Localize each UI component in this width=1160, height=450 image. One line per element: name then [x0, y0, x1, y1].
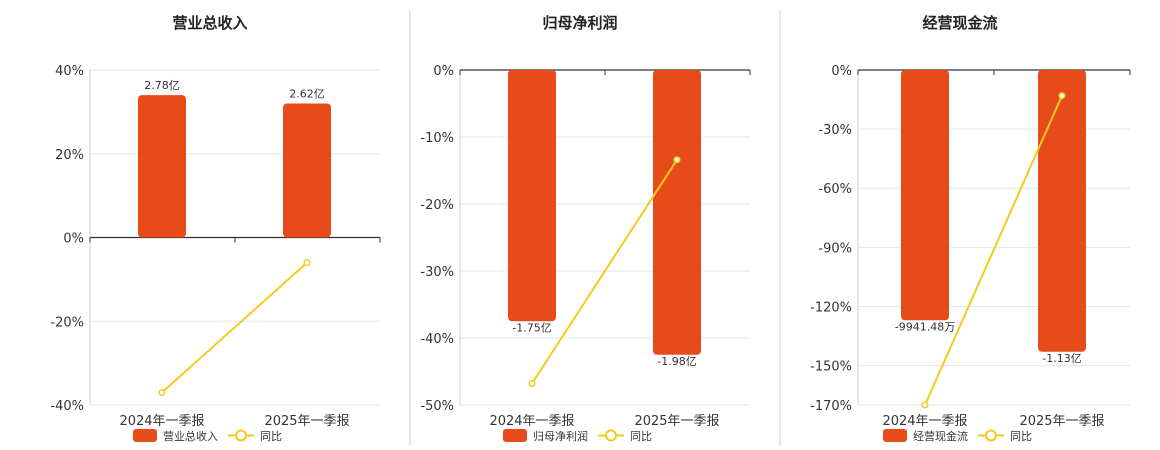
bar [138, 95, 186, 238]
bar-data-label: -1.75亿 [512, 321, 551, 334]
y-tick-label: -40% [50, 399, 84, 414]
y-tick-label: -40% [420, 332, 454, 347]
yoy-point [528, 380, 536, 388]
chart-panel-1: 营业总收入 40% 20% 0% -20% -40% 2.78亿 2.62亿 2024年一季报 2… [50, 14, 381, 443]
legend: 营业总收入 同比 [133, 429, 282, 443]
legend-bar-label: 归母净利润 [533, 429, 588, 443]
y-tick-label: 0% [433, 64, 454, 79]
y-tick-label: -60% [818, 182, 852, 197]
y-tick-label: 0% [63, 232, 84, 247]
legend: 归母净利润 同比 [503, 429, 652, 443]
yoy-line [531, 159, 678, 385]
y-tick-label: 0% [831, 64, 852, 79]
x-category-label: 2024年一季报 [489, 414, 574, 429]
legend-bar-label: 营业总收入 [163, 429, 218, 443]
x-category-label: 2025年一季报 [264, 414, 349, 429]
y-tick-label: -170% [810, 399, 852, 414]
bar-data-label: -1.13亿 [1042, 352, 1081, 365]
bar-data-label: 2.78亿 [144, 79, 180, 92]
yoy-point [158, 388, 166, 396]
y-tick-label: -20% [420, 198, 454, 213]
bar [653, 70, 701, 355]
chart-panel-3: 经营现金流 0% -30% -60% -90% -120% -150% -170% -9941.… [810, 14, 1131, 443]
yoy-point [1058, 92, 1066, 100]
y-tick-label: -30% [420, 265, 454, 280]
legend-bar-swatch [133, 429, 157, 442]
legend-bar-swatch [883, 429, 907, 442]
y-tick-label: 40% [55, 64, 84, 79]
y-tick-label: -120% [810, 300, 852, 315]
legend-bar-swatch [503, 429, 527, 442]
yoy-point [921, 401, 929, 409]
legend-bar-label: 经营现金流 [913, 429, 968, 443]
bar [1038, 70, 1086, 352]
yoy-line [924, 95, 1063, 406]
bar [283, 103, 331, 238]
y-tick-label: 20% [55, 148, 84, 163]
legend-line-label: 同比 [1010, 430, 1032, 443]
legend: 经营现金流 同比 [883, 429, 1032, 443]
yoy-line [161, 261, 308, 394]
chart-title: 经营现金流 [922, 14, 997, 32]
x-category-label: 2024年一季报 [882, 414, 967, 429]
y-tick-label: -20% [50, 315, 84, 330]
legend-line-marker [235, 429, 247, 442]
y-tick-label: -50% [420, 399, 454, 414]
legend-line-marker [985, 429, 997, 442]
x-category-label: 2024年一季报 [119, 414, 204, 429]
legend-line-marker [605, 429, 617, 442]
legend-line-label: 同比 [630, 430, 652, 443]
bar-data-label: 2.62亿 [289, 88, 325, 101]
yoy-point [303, 259, 311, 267]
y-tick-label: -150% [810, 360, 852, 375]
legend-line-label: 同比 [260, 430, 282, 443]
chart-panel-2: 归母净利润 0% -10% -20% -30% -40% -50% -1.75亿 -1.98亿 2… [420, 14, 751, 443]
y-tick-label: -90% [818, 241, 852, 256]
chart-title: 归母净利润 [542, 14, 617, 32]
y-tick-label: -30% [818, 123, 852, 138]
bar [901, 70, 949, 321]
bar-data-label: -9941.48万 [895, 320, 955, 333]
x-category-label: 2025年一季报 [1019, 414, 1104, 429]
y-tick-label: -10% [420, 131, 454, 146]
yoy-point [673, 156, 681, 164]
x-category-label: 2025年一季报 [634, 414, 719, 429]
chart-title: 营业总收入 [172, 14, 247, 32]
bar [508, 70, 556, 322]
bar-data-label: -1.98亿 [657, 355, 696, 368]
